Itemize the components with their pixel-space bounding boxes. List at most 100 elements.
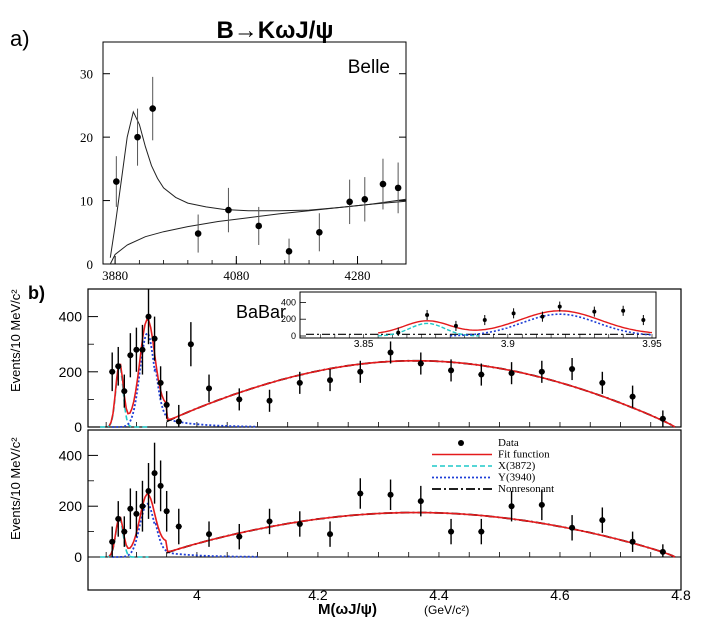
inset-data-point <box>396 330 401 335</box>
legend-label: Nonresonant <box>498 483 554 495</box>
b-data-point <box>357 368 364 375</box>
panel-a-points <box>113 76 402 264</box>
inset-data-point <box>540 314 545 319</box>
b-ytick-label: 200 <box>59 498 83 514</box>
inset-x3872 <box>378 322 480 337</box>
b-ytick-label: 0 <box>74 419 82 435</box>
b-data-point <box>151 470 158 477</box>
inset-xtick-label: 3.85 <box>354 339 374 350</box>
panel-a-frame <box>102 41 407 265</box>
inset-data-point <box>592 309 597 314</box>
b-data-point <box>266 518 273 525</box>
b-data-point <box>127 505 134 512</box>
inset-ytick-label: 200 <box>281 314 296 324</box>
a-xtick-label: 4080 <box>223 268 249 283</box>
a-data-point <box>225 206 232 214</box>
inset-plot: 0 200 400 3.85 3.9 3.95 <box>281 297 662 350</box>
b-data-point <box>357 490 364 497</box>
b-data-point <box>538 501 545 508</box>
b-data-point <box>569 524 576 531</box>
a-curve-background <box>109 200 407 265</box>
b-ytick-label: 0 <box>74 549 82 565</box>
a-xtick-label: 3880 <box>102 268 128 283</box>
inset-data-point <box>641 318 646 323</box>
b-data-point <box>296 379 303 386</box>
b-ytick-label: 400 <box>59 447 83 463</box>
b-data-point <box>121 528 128 535</box>
b-data-point <box>121 388 128 395</box>
inset-fit <box>378 310 653 334</box>
b-xtick-label: 4.2 <box>308 587 328 603</box>
b-data-point <box>133 510 140 517</box>
b-data-point <box>659 548 666 555</box>
panel-a-label: a) <box>10 26 30 51</box>
b-data-point <box>175 523 182 530</box>
b-ytick-label: 200 <box>59 364 83 380</box>
b-data-point <box>109 368 116 375</box>
b-data-point <box>115 363 122 370</box>
b-data-point <box>659 415 666 422</box>
b-xtick-label: 4.6 <box>550 587 570 603</box>
inset-frame <box>299 291 657 339</box>
a-xtick-label: 4280 <box>345 268 371 283</box>
b-data-point <box>145 313 152 320</box>
a-ytick-label: 0 <box>87 257 94 272</box>
belle-label: Belle <box>348 57 390 78</box>
b-data-point <box>163 508 170 515</box>
fit-curve <box>108 318 676 428</box>
b-data-point <box>478 528 485 535</box>
a-data-point <box>113 178 120 185</box>
b-xtick-label: 4.8 <box>671 587 691 603</box>
b-data-point <box>417 498 424 505</box>
legend-label: Y(3940) <box>498 472 536 484</box>
b-xtick-label: 4 <box>193 587 201 603</box>
panel-b-bottom-points <box>109 442 666 557</box>
y3940-curve <box>112 502 258 558</box>
panel-a-curves <box>109 110 407 265</box>
b-top-ylabel: Events/10 MeV/c² <box>8 289 23 392</box>
a-data-point <box>285 248 293 255</box>
panel-b-bottom-frame <box>87 429 682 591</box>
a-data-point <box>379 180 387 188</box>
b-data-point <box>448 528 455 535</box>
inset-data-point <box>425 313 430 317</box>
panel-a-ticks: 0 10 20 30 3880 4080 4280 <box>80 67 407 283</box>
b-data-point <box>175 418 182 425</box>
a-data-point <box>134 133 141 141</box>
b-data-point <box>387 491 394 498</box>
b-data-point <box>599 517 606 524</box>
b-data-point <box>139 503 146 510</box>
inset-data-point <box>557 304 562 309</box>
inset-ytick-label: 400 <box>281 297 296 307</box>
inset-data-point <box>453 323 458 328</box>
b-data-point <box>139 346 146 353</box>
b-data-point <box>115 515 122 522</box>
y3940-curve <box>112 331 258 428</box>
b-data-point <box>187 341 194 348</box>
panel-b-top-ticks: 0 200 400 <box>59 288 682 435</box>
panel-b-bottom-curves <box>100 493 676 558</box>
b-data-point <box>236 396 243 403</box>
b-data-point <box>387 349 394 356</box>
a-data-point <box>149 105 156 112</box>
fit-curve <box>108 493 676 558</box>
b-data-point <box>296 520 303 527</box>
b-data-point <box>266 397 273 404</box>
inset-data-point <box>621 308 626 313</box>
b-data-point <box>206 385 213 392</box>
b-data-point <box>127 352 134 359</box>
b-data-point <box>157 379 164 386</box>
b-data-point <box>133 346 140 353</box>
b-data-point <box>109 538 116 545</box>
a-data-point <box>316 228 323 236</box>
b-xlabel: M(ωJ/ψ) <box>318 601 377 618</box>
figure-title: B→KωJ/ψ <box>216 17 333 44</box>
b-data-point <box>629 393 636 400</box>
b-data-point <box>163 401 170 408</box>
a-ytick-label: 30 <box>80 67 93 82</box>
a-ytick-label: 10 <box>80 194 93 209</box>
b-xunit: (GeV/c²) <box>424 603 469 617</box>
b-bottom-ylabel: Events/10 MeV/c² <box>8 437 23 540</box>
a-data-point <box>361 196 369 203</box>
